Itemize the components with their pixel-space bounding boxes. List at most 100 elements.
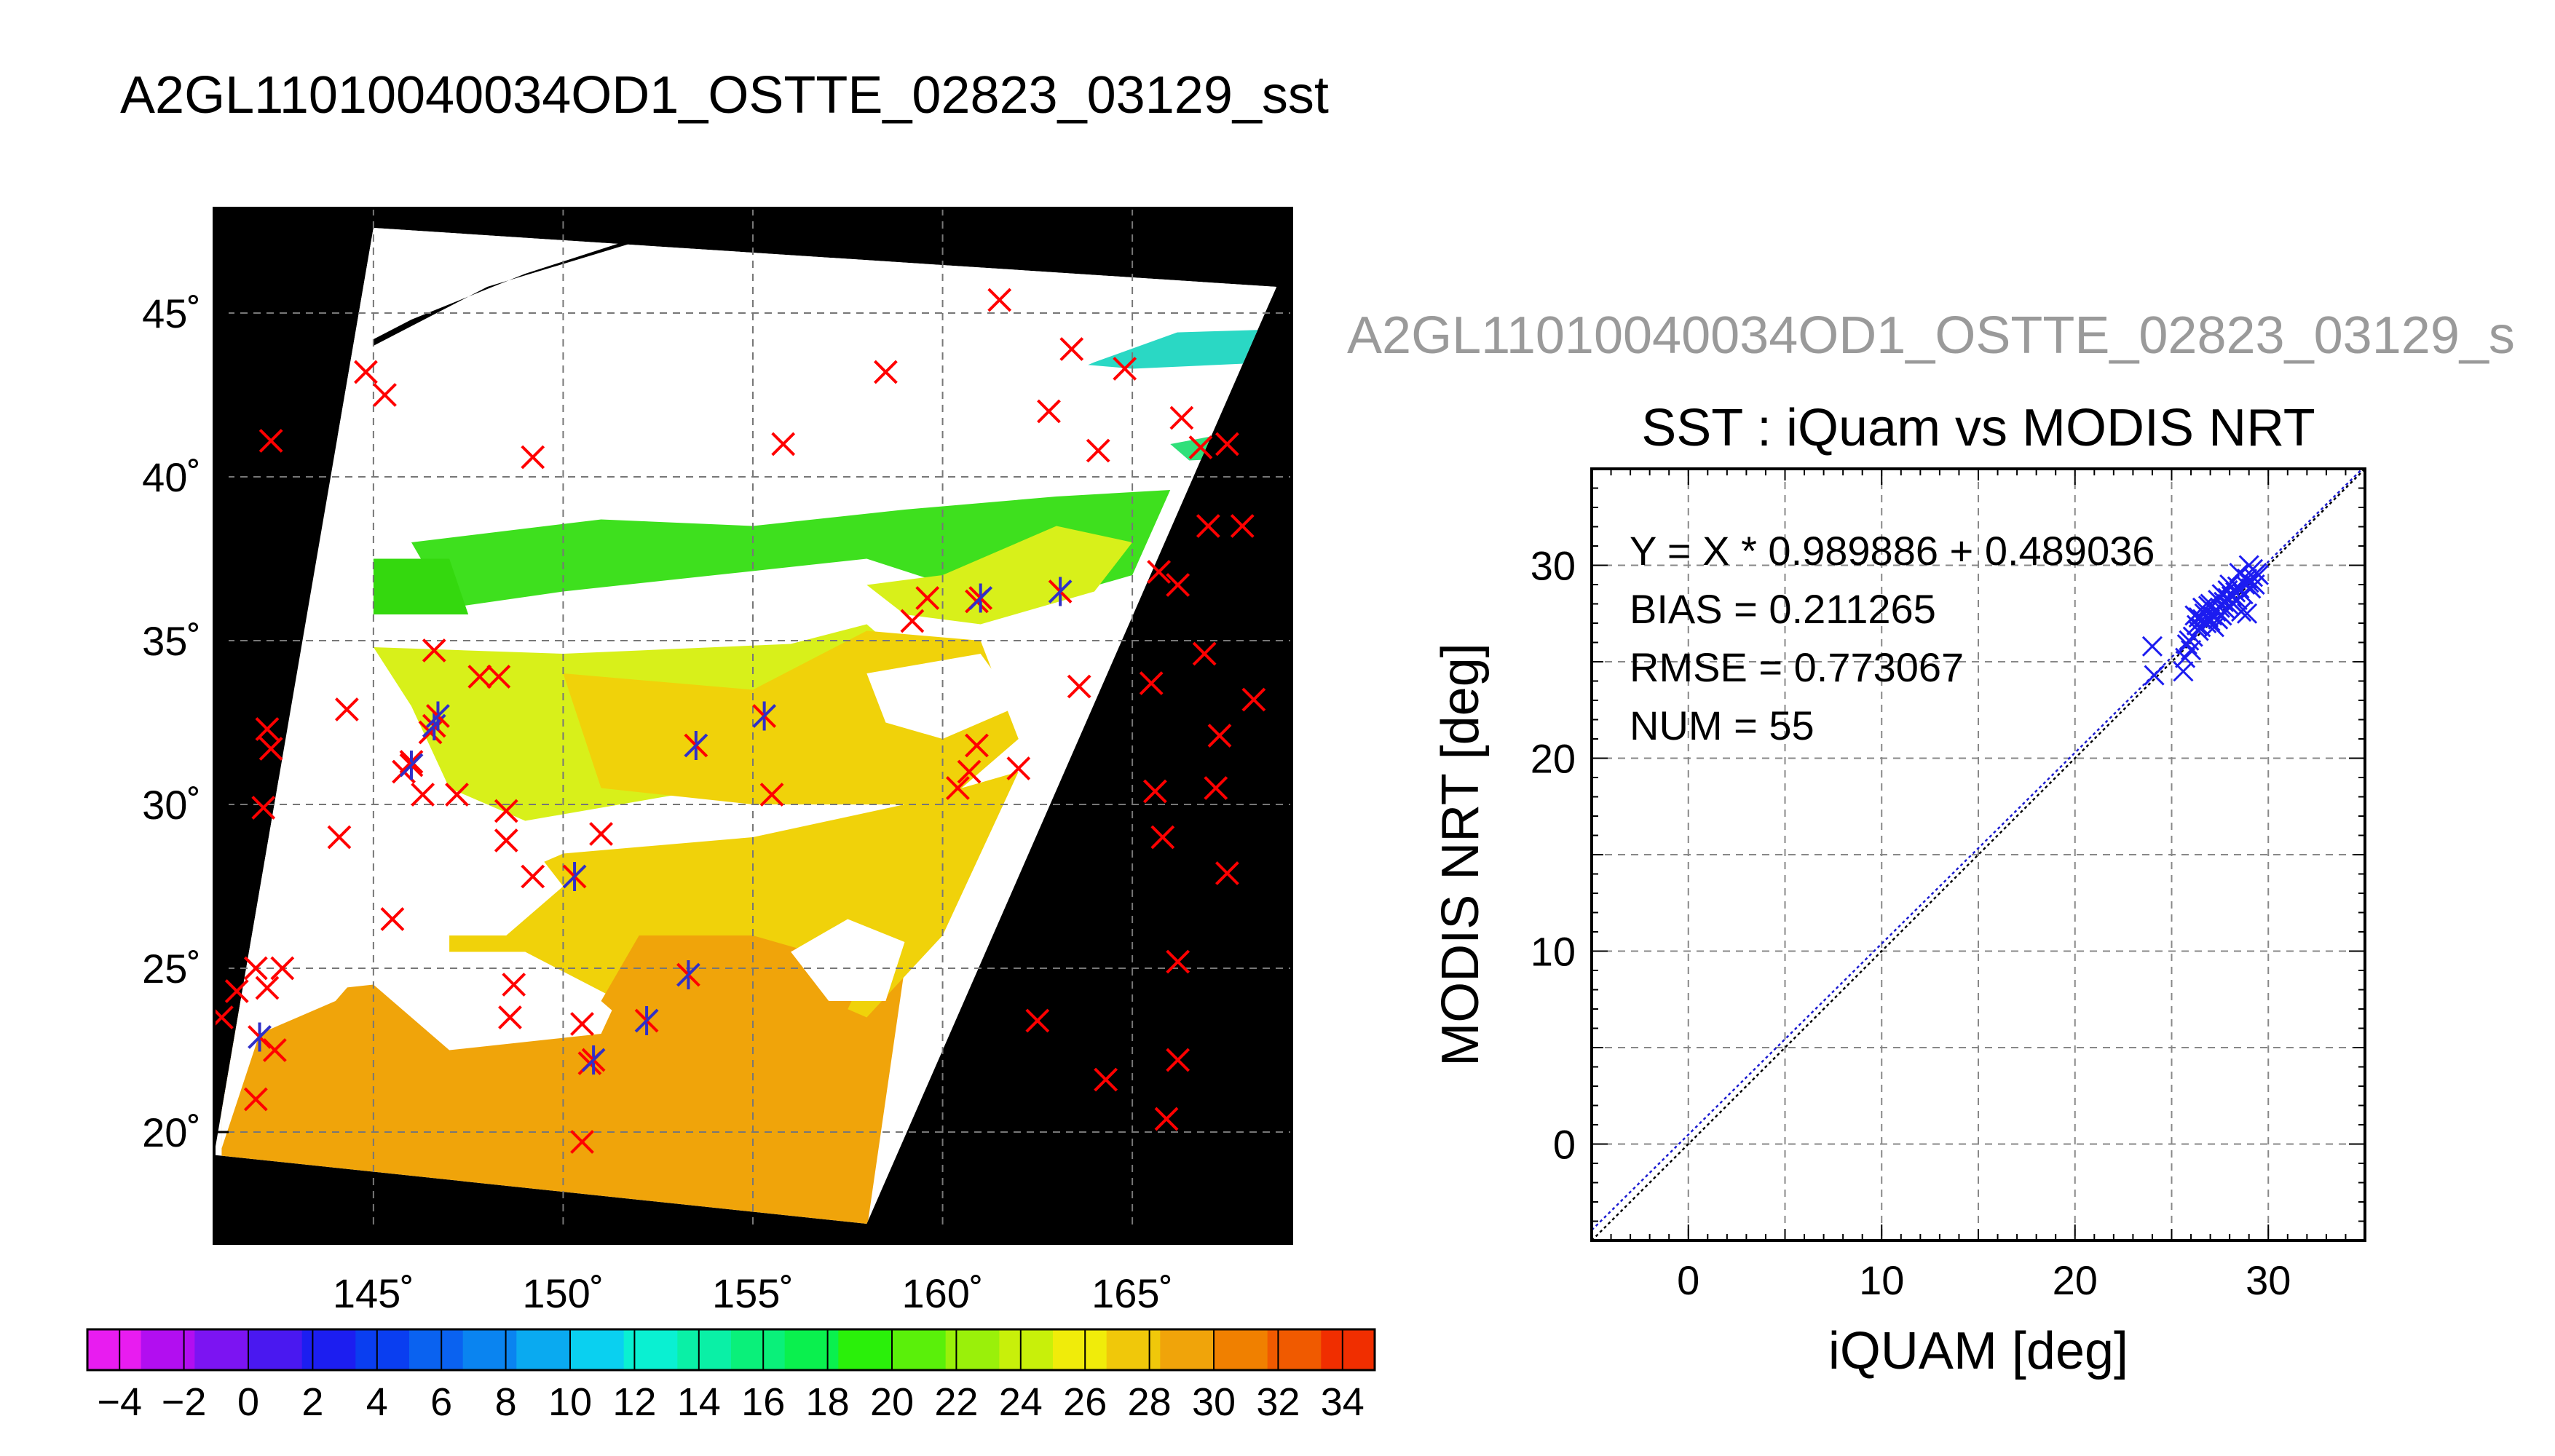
match-point-red-x <box>255 976 280 1000</box>
match-point-red-x <box>1207 724 1232 748</box>
match-point-red-x <box>1147 560 1172 584</box>
cloud-patch <box>563 582 867 641</box>
sst-region-north-band-2 <box>373 558 469 614</box>
colorbar-segment <box>301 1329 356 1370</box>
match-point-red-x <box>1006 756 1031 780</box>
match-point-red-x <box>1204 776 1228 800</box>
match-point-red-x <box>957 759 982 784</box>
match-point-red-x <box>987 288 1012 312</box>
match-point-red-x <box>1166 949 1190 974</box>
match-point-blue-star <box>1048 577 1073 606</box>
colorbar-tick-label: 14 <box>677 1380 721 1424</box>
map-x-tick-label: 145˚ <box>333 1270 414 1316</box>
map-y-tick-label: 35˚ <box>142 618 201 664</box>
match-point-red-x <box>1037 399 1061 424</box>
match-point-red-x <box>521 445 545 470</box>
match-point-red-x <box>1192 641 1217 666</box>
match-point-red-x <box>251 796 276 820</box>
match-point-red-x <box>759 783 784 807</box>
cloud-patch <box>392 820 564 935</box>
map-x-tick-label: 165˚ <box>1091 1270 1173 1316</box>
match-point-blue-star <box>752 701 777 731</box>
colorbar-segment <box>462 1329 517 1370</box>
match-point-red-x <box>915 586 940 610</box>
colorbar-tick-label: 0 <box>237 1380 259 1424</box>
colorbar-segment <box>194 1329 249 1370</box>
map-y-tick-label: 20˚ <box>142 1109 201 1155</box>
colorbar-segment <box>731 1329 786 1370</box>
colorbar-tick-label: 20 <box>870 1380 914 1424</box>
match-point-red-x <box>1215 432 1239 456</box>
colorbar-tick-label: 12 <box>612 1380 656 1424</box>
match-point-red-x <box>1059 337 1084 361</box>
match-point-red-x <box>486 665 511 689</box>
colorbar-segment <box>1267 1329 1322 1370</box>
colorbar-tick-label: 2 <box>301 1380 323 1424</box>
match-point-red-x <box>243 1087 268 1112</box>
colorbar-segment <box>945 1329 1000 1370</box>
colorbar-segment <box>355 1329 410 1370</box>
match-point-red-x <box>589 822 613 846</box>
match-point-red-x <box>1196 514 1220 538</box>
match-point-blue-star <box>426 701 450 731</box>
match-point-red-x <box>1188 435 1213 459</box>
colorbar-segment <box>892 1329 947 1370</box>
map-y-tick-label: 25˚ <box>142 946 201 992</box>
match-point-red-x <box>873 360 898 384</box>
match-point-red-x <box>411 783 435 807</box>
colorbar-tick-label: 16 <box>741 1380 785 1424</box>
match-point-red-x <box>494 828 518 852</box>
match-point-red-x <box>258 429 283 453</box>
colorbar-segment <box>784 1329 839 1370</box>
colorbar-tick-label: 22 <box>934 1380 978 1424</box>
sst-region-north-band-3 <box>866 526 1133 625</box>
colorbar-tick-label: 10 <box>548 1380 592 1424</box>
colorbar-tick-label: 30 <box>1192 1380 1236 1424</box>
colorbar-tick-label: −4 <box>97 1380 142 1424</box>
match-point-red-x <box>945 776 970 800</box>
match-point-red-x <box>1025 1008 1050 1033</box>
match-point-red-x <box>965 733 989 758</box>
colorbar-segment <box>248 1329 303 1370</box>
match-point-red-x <box>224 979 249 1003</box>
colorbar-tick-label: −2 <box>162 1380 207 1424</box>
colorbar-segment <box>677 1329 732 1370</box>
colorbar-segment <box>999 1329 1054 1370</box>
match-point-red-x <box>1094 1067 1118 1092</box>
match-point-red-x <box>255 717 280 741</box>
colorbar-tick-label: 28 <box>1128 1380 1172 1424</box>
match-point-red-x <box>422 638 446 662</box>
colorbar-tick-label: 26 <box>1063 1380 1107 1424</box>
colorbar-segment <box>623 1329 678 1370</box>
match-point-red-x <box>1113 357 1137 381</box>
colorbar-segment <box>1053 1329 1107 1370</box>
match-point-red-x <box>1169 405 1194 430</box>
swath-edge-strip <box>373 234 647 346</box>
match-point-red-x <box>498 1005 522 1029</box>
colorbar-segment <box>409 1329 464 1370</box>
match-point-blue-star <box>676 960 700 989</box>
match-point-blue-star <box>399 751 424 780</box>
match-point-blue-star <box>562 862 587 891</box>
map-x-tick-label: 155˚ <box>712 1270 794 1316</box>
sst-region-south-band-2 <box>601 935 867 1067</box>
match-point-red-x <box>445 783 469 807</box>
colorbar-tick-label: 32 <box>1256 1380 1300 1424</box>
match-point-red-x <box>262 1038 287 1062</box>
match-point-red-x <box>334 697 359 721</box>
match-point-blue-star <box>968 583 993 613</box>
colorbar-segment <box>516 1329 571 1370</box>
match-point-red-x <box>771 432 796 456</box>
match-point-red-x <box>1086 438 1110 463</box>
colorbar-tick-label: 4 <box>366 1380 388 1424</box>
cloud-patch <box>791 919 905 1001</box>
match-point-red-x <box>570 1130 594 1154</box>
colorbar-frame <box>86 1328 1376 1372</box>
colorbar-segment <box>1160 1329 1215 1370</box>
cloud-patch <box>221 772 392 1149</box>
match-point-red-x <box>327 825 352 850</box>
scatter-page-title: A2GL11010040034OD1_OSTTE_02823_03129_s <box>1347 306 2515 365</box>
map-title: A2GL11010040034OD1_OSTTE_02823_03129_sst <box>120 66 1329 124</box>
match-point-red-x <box>1139 671 1164 695</box>
